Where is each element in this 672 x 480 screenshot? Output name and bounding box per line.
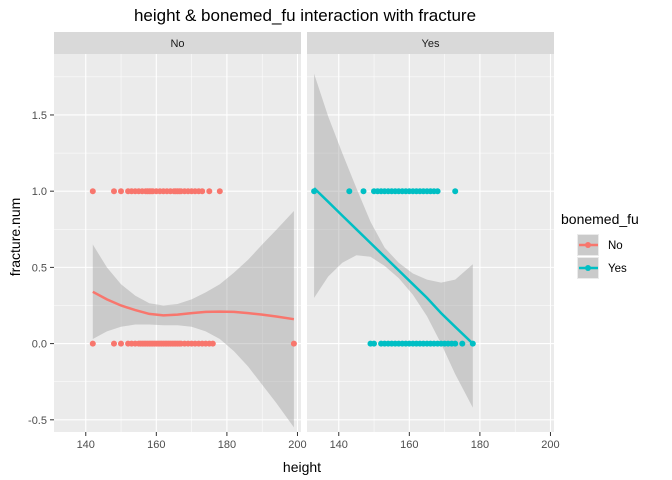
y-tick-label: 1.5	[32, 110, 47, 122]
smooth-line	[313, 187, 474, 345]
y-tick-label: 0.0	[32, 339, 47, 351]
data-point	[89, 188, 96, 195]
legend-label: No	[608, 240, 623, 252]
legend-keys: No Yes	[577, 234, 627, 279]
y-axis: -0.5 0.0 0.5 1.0 1.5	[28, 110, 54, 427]
x-axis: 140 160 180 200 140 160 180 200	[77, 432, 560, 451]
y-tick-label: 1.0	[32, 186, 47, 198]
facet-strip-label: No	[170, 38, 184, 50]
data-point	[452, 340, 459, 347]
legend-key-point	[585, 242, 591, 248]
data-point	[452, 188, 459, 195]
data-point	[371, 340, 377, 347]
x-tick-label: 140	[77, 439, 95, 451]
data-point	[290, 340, 297, 347]
x-tick-label: 200	[541, 439, 559, 451]
legend-label: Yes	[608, 263, 627, 275]
facet-strip-label: Yes	[422, 38, 440, 50]
data-point	[360, 188, 367, 195]
x-tick-label: 200	[288, 439, 306, 451]
legend-key-no: No	[577, 234, 623, 256]
chart-title: height & bonemed_fu interaction with fra…	[134, 6, 476, 25]
data-point	[216, 188, 223, 195]
data-point	[118, 188, 124, 195]
x-tick-label: 180	[471, 439, 489, 451]
data-point	[118, 340, 124, 347]
x-tick-label: 140	[330, 439, 348, 451]
facet-panel-yes: Yes	[307, 32, 554, 432]
data-point	[89, 340, 96, 347]
data-point	[459, 340, 466, 347]
y-tick-label: 0.5	[32, 262, 47, 274]
data-point	[209, 340, 216, 347]
confidence-band	[314, 73, 473, 408]
smooth-line	[92, 290, 295, 321]
data-point	[199, 188, 206, 195]
x-axis-title: height	[283, 459, 321, 475]
y-axis-title: fracture.num	[7, 198, 23, 277]
x-tick-label: 160	[147, 439, 165, 451]
confidence-band	[92, 211, 294, 428]
legend-title: bonemed_fu	[561, 211, 639, 227]
facet-strip	[307, 32, 554, 54]
x-tick-label: 180	[218, 439, 236, 451]
legend-key-yes: Yes	[577, 257, 627, 279]
facet-panels: No Yes	[54, 32, 554, 432]
panel-background	[54, 54, 301, 432]
facet-panel-no: No	[54, 32, 301, 432]
data-point	[434, 188, 441, 195]
data-point	[111, 188, 117, 195]
data-point	[346, 188, 353, 195]
data-point	[206, 188, 213, 195]
x-tick-label: 160	[400, 439, 418, 451]
y-tick-label: -0.5	[28, 415, 47, 427]
legend-key-point	[585, 265, 591, 271]
facet-strip	[54, 32, 301, 54]
panel-background	[307, 54, 554, 432]
data-point	[111, 340, 117, 347]
legend: bonemed_fu No Yes	[561, 211, 639, 279]
